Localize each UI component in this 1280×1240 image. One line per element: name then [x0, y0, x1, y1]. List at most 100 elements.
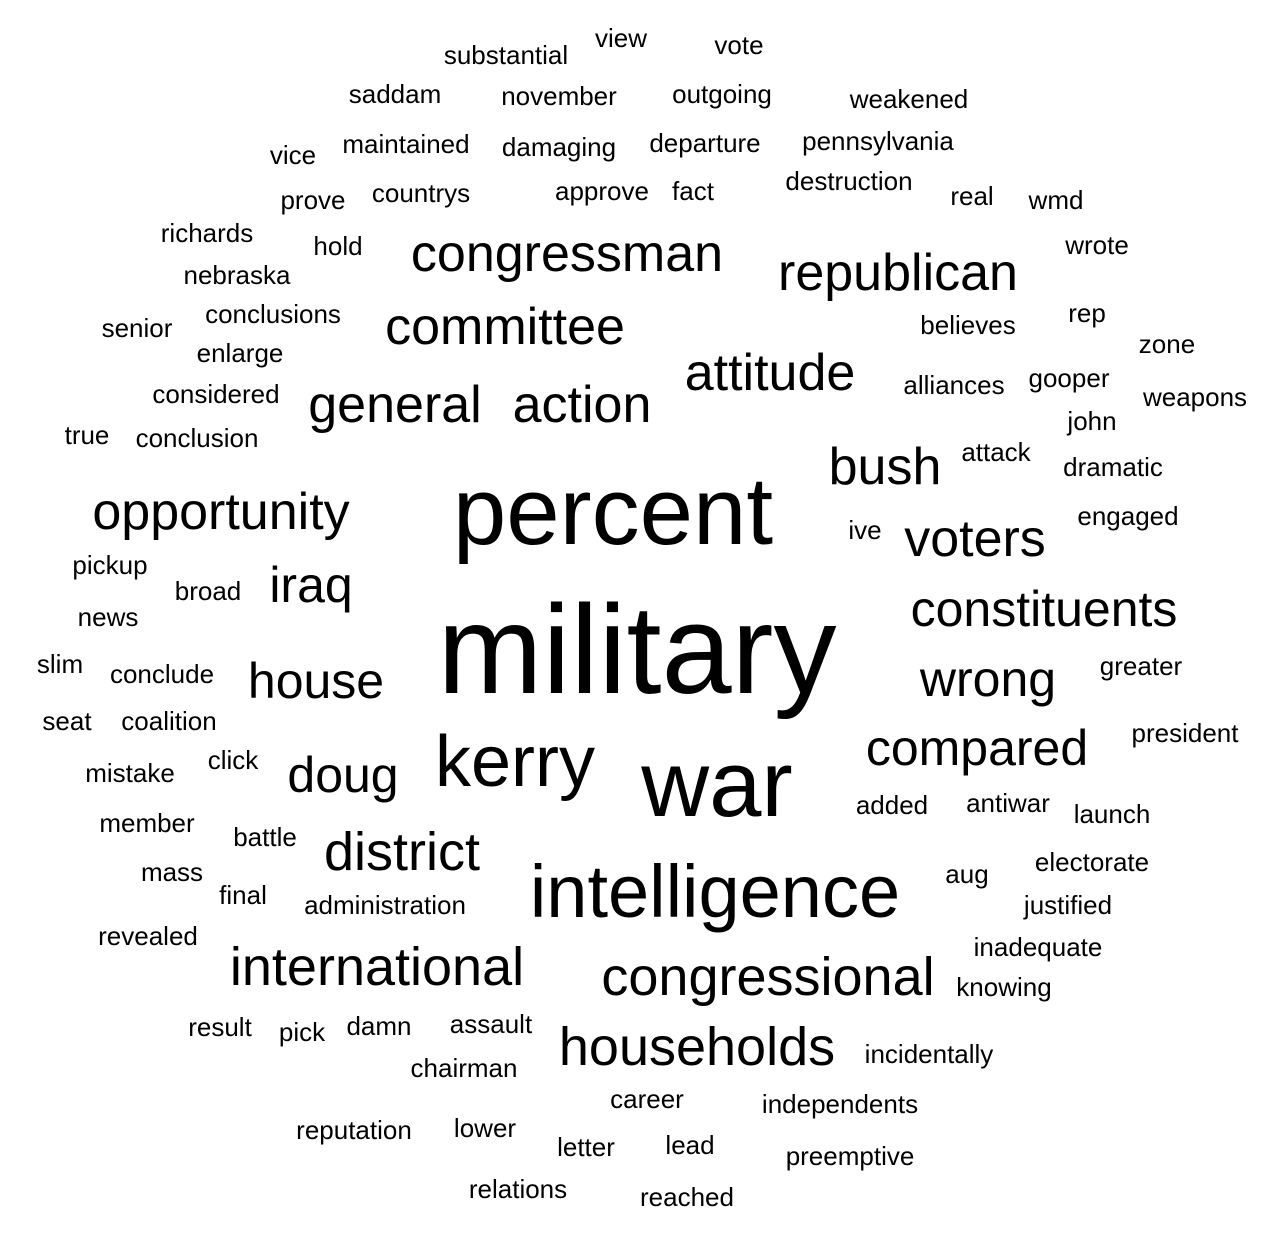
- word-fact: fact: [672, 176, 714, 206]
- word-revealed: revealed: [98, 921, 198, 951]
- word-considered: considered: [152, 379, 280, 409]
- word-maintained: maintained: [342, 129, 470, 159]
- word-november: november: [501, 81, 617, 111]
- word-vice: vice: [269, 140, 317, 170]
- word-engaged: engaged: [1077, 501, 1179, 531]
- word-pick: pick: [278, 1017, 326, 1047]
- word-district: district: [323, 822, 481, 882]
- word-preemptive: preemptive: [785, 1141, 915, 1171]
- word-vote: vote: [714, 30, 764, 60]
- word-electorate: electorate: [1034, 847, 1150, 877]
- word-percent: percent: [452, 458, 774, 565]
- word-lower: lower: [453, 1113, 517, 1143]
- word-compared: compared: [865, 720, 1089, 776]
- word-senior: senior: [101, 313, 173, 343]
- word-relations: relations: [468, 1174, 568, 1204]
- word-substantial: substantial: [443, 40, 569, 70]
- word-assault: assault: [449, 1009, 533, 1039]
- word-congressional: congressional: [601, 947, 935, 1007]
- word-enlarge: enlarge: [196, 338, 284, 368]
- word-countrys: countrys: [371, 178, 471, 208]
- word-house: house: [247, 653, 385, 709]
- word-incidentally: incidentally: [864, 1039, 994, 1069]
- word-zone: zone: [1138, 329, 1196, 359]
- word-letter: letter: [557, 1132, 615, 1162]
- word-knowing: knowing: [956, 972, 1052, 1002]
- word-republican: republican: [778, 244, 1018, 302]
- word-saddam: saddam: [348, 79, 442, 109]
- word-war: war: [641, 731, 793, 836]
- word-launch: launch: [1073, 799, 1151, 829]
- word-reputation: reputation: [296, 1115, 412, 1145]
- word-view: view: [594, 23, 648, 53]
- word-battle: battle: [233, 822, 297, 852]
- word-congressman: congressman: [410, 225, 724, 283]
- word-kerry: kerry: [435, 722, 595, 802]
- word-military: military: [437, 579, 837, 720]
- word-true: true: [64, 420, 110, 450]
- word-attack: attack: [961, 437, 1031, 467]
- word-general: general: [308, 376, 482, 434]
- word-destruction: destruction: [785, 166, 913, 196]
- word-attitude: attitude: [684, 344, 856, 402]
- word-independents: independents: [761, 1089, 919, 1119]
- word-outgoing: outgoing: [672, 79, 772, 109]
- word-ive: ive: [848, 515, 882, 545]
- word-intelligence: intelligence: [529, 850, 901, 933]
- word-gooper: gooper: [1028, 363, 1110, 393]
- word-departure: departure: [649, 128, 761, 158]
- word-committee: committee: [385, 298, 625, 356]
- word-greater: greater: [1099, 651, 1183, 681]
- word-career: career: [610, 1084, 684, 1114]
- word-wrote: wrote: [1065, 230, 1129, 260]
- word-mistake: mistake: [85, 758, 175, 788]
- word-alliances: alliances: [903, 370, 1005, 400]
- word-mass: mass: [140, 857, 204, 887]
- word-conclusions: conclusions: [205, 299, 341, 329]
- word-action: action: [512, 376, 652, 434]
- word-richards: richards: [160, 218, 254, 248]
- word-antiwar: antiwar: [966, 788, 1050, 818]
- word-dramatic: dramatic: [1063, 452, 1163, 482]
- word-international: international: [229, 937, 525, 997]
- word-prove: prove: [280, 185, 346, 215]
- word-voters: voters: [904, 510, 1046, 568]
- word-pickup: pickup: [72, 550, 148, 580]
- word-aug: aug: [945, 859, 989, 889]
- word-damn: damn: [346, 1011, 412, 1041]
- word-john: john: [1067, 406, 1117, 436]
- word-bush: bush: [828, 438, 942, 496]
- word-conclude: conclude: [109, 659, 215, 689]
- word-damaging: damaging: [501, 132, 617, 162]
- word-nebraska: nebraska: [183, 260, 291, 290]
- word-approve: approve: [555, 176, 649, 206]
- word-seat: seat: [42, 706, 92, 736]
- word-reached: reached: [640, 1182, 734, 1212]
- word-member: member: [99, 808, 195, 838]
- word-believes: believes: [920, 310, 1016, 340]
- word-result: result: [188, 1012, 252, 1042]
- word-slim: slim: [36, 649, 84, 679]
- word-inadequate: inadequate: [973, 932, 1103, 962]
- word-iraq: iraq: [269, 557, 353, 613]
- word-administration: administration: [304, 890, 466, 920]
- word-coalition: coalition: [121, 706, 217, 736]
- word-doug: doug: [287, 747, 399, 803]
- word-chairman: chairman: [410, 1053, 518, 1083]
- word-final: final: [219, 880, 267, 910]
- word-wrong: wrong: [919, 651, 1057, 707]
- word-pennsylvania: pennsylvania: [802, 126, 954, 156]
- word-added: added: [855, 790, 929, 820]
- word-hold: hold: [313, 231, 363, 261]
- word-president: president: [1131, 718, 1239, 748]
- word-wmd: wmd: [1028, 185, 1084, 215]
- word-real: real: [950, 181, 994, 211]
- word-lead: lead: [665, 1130, 715, 1160]
- word-weakened: weakened: [849, 84, 969, 114]
- word-weapons: weapons: [1142, 382, 1248, 412]
- word-opportunity: opportunity: [92, 483, 350, 541]
- word-rep: rep: [1068, 298, 1106, 328]
- word-news: news: [77, 602, 139, 632]
- word-constituents: constituents: [910, 581, 1178, 637]
